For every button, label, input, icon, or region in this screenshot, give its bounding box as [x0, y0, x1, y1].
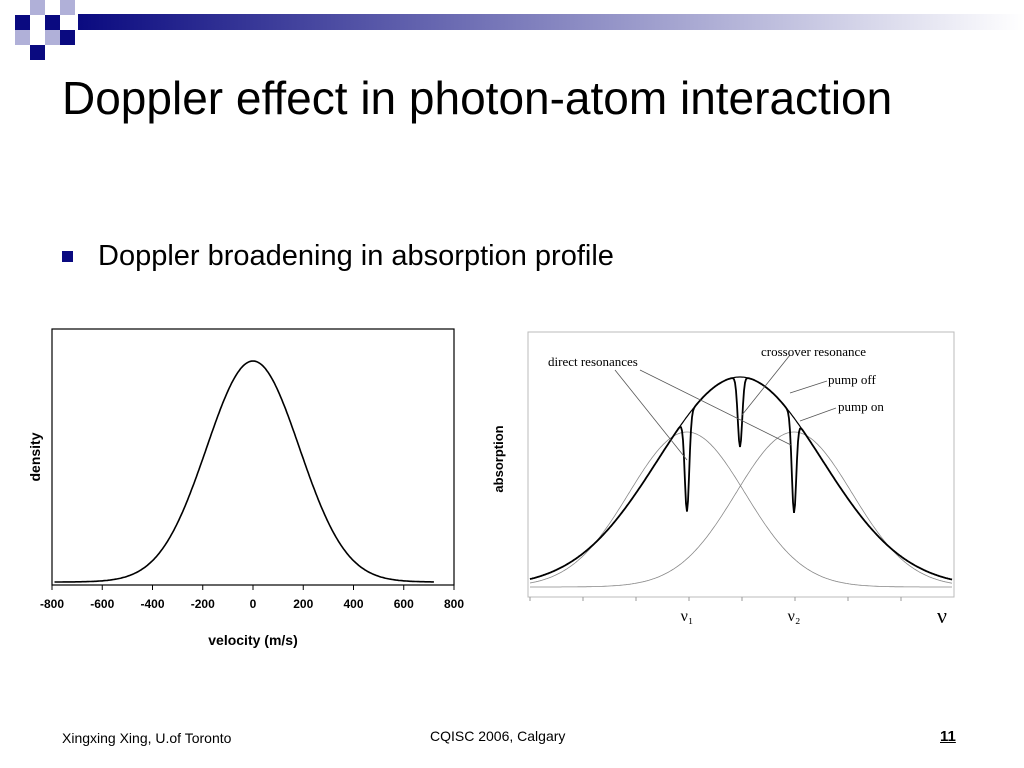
y-axis-label: density — [27, 432, 43, 481]
annotation-direct-resonances: direct resonances — [548, 354, 638, 369]
pump-off-curve — [529, 376, 953, 581]
slide-title: Doppler effect in photon-atom interactio… — [62, 72, 893, 124]
decor-square — [45, 15, 60, 30]
x-tick-label: 600 — [394, 597, 414, 611]
annotation-pump-on: pump on — [838, 399, 884, 414]
decor-square — [60, 0, 75, 15]
x-tick-label: 200 — [293, 597, 313, 611]
x-ticks — [529, 597, 902, 601]
plot-frame — [51, 328, 455, 586]
page-number: 11 — [940, 728, 956, 745]
header-gradient-bar — [78, 14, 1024, 30]
x-tick-label: 800 — [444, 597, 464, 611]
decor-square — [15, 30, 30, 45]
annotation-leaders — [614, 354, 837, 461]
bullet-text: Doppler broadening in absorption profile — [98, 240, 614, 272]
y-axis-label: absorption — [491, 425, 506, 492]
x-axis-label: ν — [937, 603, 947, 628]
x-tick-label: 400 — [343, 597, 363, 611]
decor-square — [15, 15, 30, 30]
footer-author: Xingxing Xing, U.of Toronto — [62, 730, 232, 746]
x-ticks: -800 -600 -400 -200 0 200 400 600 800 — [40, 585, 464, 611]
density-chart: -800 -600 -400 -200 0 200 400 600 800 velocity (… — [27, 328, 464, 648]
tick-label-nu2: ν₂ — [788, 608, 801, 625]
plot-frame — [527, 331, 955, 598]
decor-square — [30, 0, 45, 15]
tick-label-nu1: ν₁ — [681, 608, 694, 625]
bullet-item: Doppler broadening in absorption profile — [62, 240, 614, 273]
pump-on-curve — [529, 377, 953, 581]
footer-conference: CQISC 2006, Calgary — [430, 728, 566, 744]
decor-square — [45, 30, 60, 45]
annotation-crossover-resonance: crossover resonance — [761, 344, 866, 359]
absorption-chart: direct resonances crossover resonance pu… — [491, 331, 955, 628]
x-tick-label: -200 — [191, 597, 215, 611]
bullet-square-icon — [62, 251, 73, 262]
x-tick-label: -400 — [140, 597, 164, 611]
x-axis-label: velocity (m/s) — [208, 632, 297, 648]
x-tick-label: 0 — [250, 597, 257, 611]
x-tick-label: -600 — [90, 597, 114, 611]
annotation-pump-off: pump off — [828, 372, 876, 387]
component-curve-2 — [530, 431, 953, 588]
density-curve — [54, 360, 434, 583]
component-curve-1 — [529, 431, 952, 588]
header-decoration — [15, 0, 1024, 60]
decor-square — [60, 30, 75, 45]
decor-square — [30, 45, 45, 60]
x-tick-label: -800 — [40, 597, 64, 611]
